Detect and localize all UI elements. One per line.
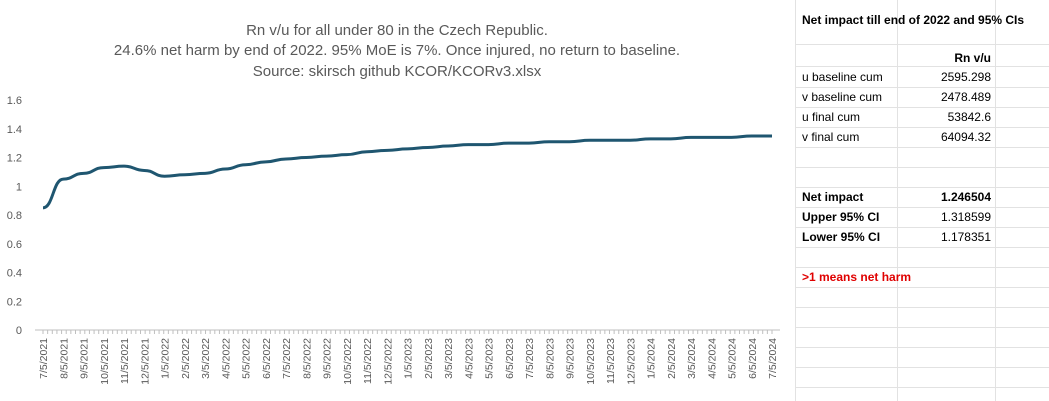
net-impact-value: 1.246504 — [940, 190, 991, 204]
x-tick-label: 8/5/2022 — [301, 338, 313, 379]
x-tick-label: 9/5/2022 — [322, 338, 334, 379]
line-chart: Rn v/u for all under 80 in the Czech Rep… — [7, 22, 780, 385]
x-tick-label: 5/5/2023 — [484, 338, 496, 379]
x-tick-label: 12/5/2022 — [382, 338, 394, 385]
y-tick-label: 0.6 — [7, 239, 22, 251]
y-tick-label: 1 — [16, 181, 22, 193]
row-value-v-baseline: 2478.489 — [940, 90, 991, 104]
x-tick-label: 6/5/2024 — [747, 338, 759, 379]
y-tick-label: 0.8 — [7, 210, 22, 222]
x-tick-label: 1/5/2022 — [160, 338, 172, 379]
x-tick-label: 1/5/2023 — [403, 338, 415, 379]
x-tick-label: 8/5/2021 — [58, 338, 70, 379]
column-header-rn: Rn v/u — [954, 51, 991, 65]
y-tick-label: 1.6 — [7, 95, 22, 107]
upper-ci-label: Upper 95% CI — [802, 210, 880, 224]
x-axis: 7/5/2021 8/5/2021 9/5/2021 10/5/2021 11/5/20… — [35, 329, 780, 385]
y-tick-label: 0 — [16, 325, 22, 337]
x-tick-label: 7/5/2023 — [524, 338, 536, 379]
row-label-v-final: v final cum — [802, 130, 860, 144]
x-tick-label: 7/5/2024 — [767, 338, 779, 379]
row-value-u-final: 53842.6 — [947, 110, 991, 124]
x-tick-label: 8/5/2023 — [544, 338, 556, 379]
x-tick-label: 4/5/2023 — [463, 338, 475, 379]
x-tick-label: 7/5/2022 — [281, 338, 293, 379]
lower-ci-value: 1.178351 — [940, 230, 991, 244]
x-tick-label: 9/5/2021 — [79, 338, 91, 379]
x-tick-label: 3/5/2022 — [200, 338, 212, 379]
x-tick-label: 2/5/2023 — [423, 338, 435, 379]
y-tick-label: 1.4 — [7, 124, 22, 136]
x-tick-label: 9/5/2023 — [565, 338, 577, 379]
chart-title: Rn v/u for all under 80 in the Czech Rep… — [246, 22, 548, 39]
x-tick-label: 10/5/2022 — [342, 338, 354, 385]
x-tick-label: 4/5/2024 — [706, 338, 718, 379]
y-tick-label: 1.2 — [7, 153, 22, 165]
series-layer — [42, 134, 773, 210]
chart-subtitle: 24.6% net harm by end of 2022. 95% MoE i… — [114, 42, 680, 59]
x-tick-label: 10/5/2023 — [585, 338, 597, 385]
net-impact-label: Net impact — [802, 190, 864, 204]
x-tick-label: 10/5/2021 — [99, 338, 111, 385]
x-tick-label: 11/5/2022 — [362, 338, 374, 384]
table-header: Net impact till end of 2022 and 95% CIs — [802, 13, 1025, 27]
row-label-u-final: u final cum — [802, 110, 861, 124]
x-tick-label: 3/5/2023 — [443, 338, 455, 379]
x-tick-label: 11/5/2023 — [605, 338, 617, 384]
y-tick-label: 0.2 — [7, 296, 22, 308]
x-tick-label: 6/5/2022 — [261, 338, 273, 379]
row-value-u-baseline: 2595.298 — [940, 70, 991, 84]
x-tick-label: 2/5/2024 — [666, 338, 678, 379]
x-tick-label: 12/5/2021 — [139, 338, 151, 385]
x-tick-label: 2/5/2022 — [180, 338, 192, 379]
x-tick-label: 1/5/2024 — [646, 338, 658, 379]
x-tick-label: 11/5/2021 — [119, 338, 131, 384]
series-line — [42, 134, 772, 210]
chart-source: Source: skirsch github KCOR/KCORv3.xlsx — [253, 63, 542, 80]
row-label-u-baseline: u baseline cum — [802, 70, 883, 84]
x-tick-label: 3/5/2024 — [686, 338, 698, 379]
x-tick-label: 5/5/2024 — [727, 338, 739, 379]
harm-note: >1 means net harm — [802, 270, 912, 284]
row-label-v-baseline: v baseline cum — [802, 90, 883, 104]
row-value-v-final: 64094.32 — [940, 130, 991, 144]
y-tick-label: 0.4 — [7, 268, 22, 280]
upper-ci-value: 1.318599 — [940, 210, 991, 224]
x-tick-label: 4/5/2022 — [220, 338, 232, 379]
x-tick-label: 12/5/2023 — [625, 338, 637, 385]
x-tick-label: 7/5/2021 — [38, 338, 50, 379]
y-axis: 0 0.2 0.4 0.6 0.8 1 1.2 1.4 1.6 — [7, 95, 22, 337]
x-tick-label: 6/5/2023 — [504, 338, 516, 379]
lower-ci-label: Lower 95% CI — [802, 230, 881, 244]
x-tick-label: 5/5/2022 — [241, 338, 253, 379]
